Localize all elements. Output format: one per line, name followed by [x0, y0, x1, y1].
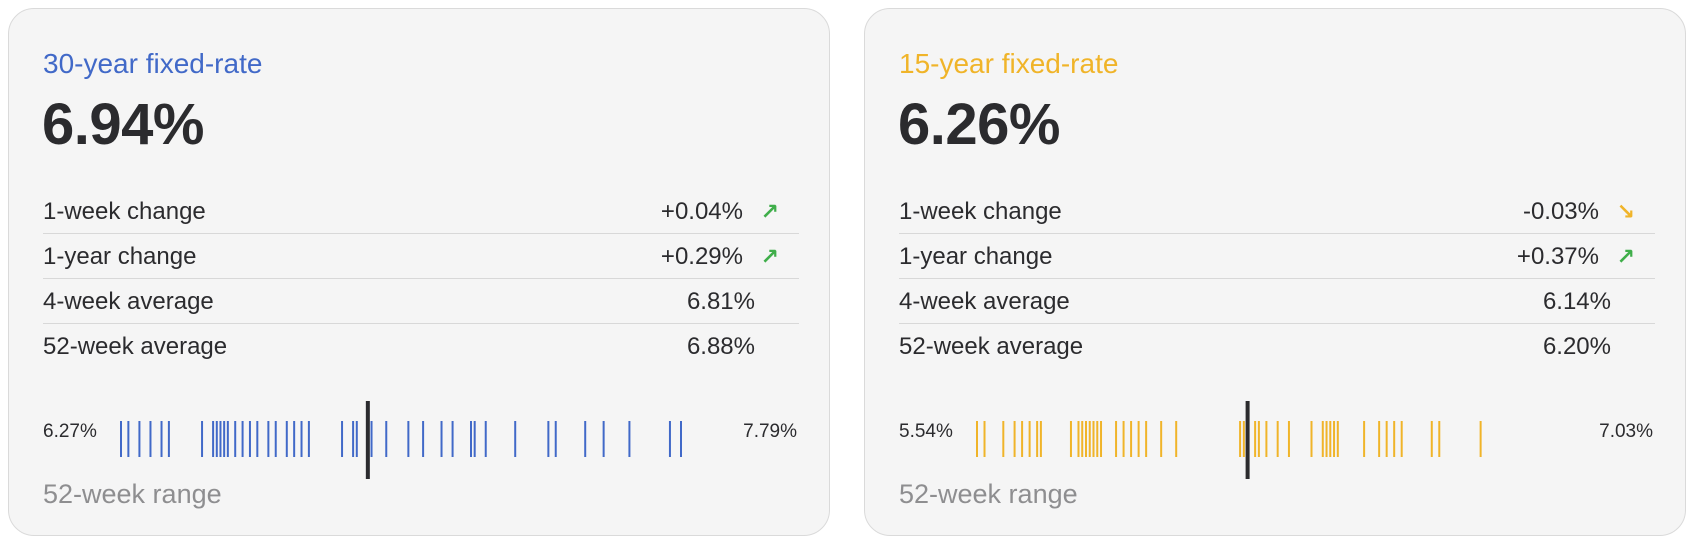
rate-card-15-year: 15-year fixed-rate 6.26% 1-week change -…	[864, 8, 1686, 536]
range-max-label: 7.03%	[1599, 421, 1653, 442]
arrow-down-right-icon: ↘	[1616, 199, 1635, 224]
stat-value: 6.88%	[686, 333, 755, 360]
arrow-up-right-icon: ↗	[1616, 244, 1635, 269]
range-strip	[120, 401, 682, 479]
stat-value: 6.20%	[1542, 333, 1611, 360]
stat-row-4-week-average: 4-week average 6.14%	[899, 279, 1655, 324]
stats-table: 1-week change +0.04% ↗ 1-year change +0.…	[43, 189, 799, 369]
stat-label: 1-week change	[43, 198, 206, 225]
stats-table: 1-week change -0.03% ↘ 1-year change +0.…	[899, 189, 1655, 369]
range-caption: 52-week range	[899, 479, 1078, 509]
stat-value: 6.81%	[686, 288, 755, 315]
stat-label: 52-week average	[899, 333, 1084, 360]
stat-label: 52-week average	[43, 333, 228, 360]
range-strip	[976, 401, 1482, 479]
stat-value: +0.29%	[660, 243, 743, 270]
stat-value: -0.03%	[1522, 198, 1599, 225]
stat-value: +0.37%	[1516, 243, 1599, 270]
current-rate: 6.26%	[898, 92, 1060, 157]
stat-row-4-week-average: 4-week average 6.81%	[43, 279, 799, 324]
stat-label: 4-week average	[43, 288, 214, 315]
range-min-label: 5.54%	[899, 421, 953, 442]
range-min-label: 6.27%	[43, 421, 97, 442]
range-caption: 52-week range	[43, 479, 222, 509]
stat-label: 1-year change	[899, 243, 1053, 270]
stat-label: 1-year change	[43, 243, 197, 270]
arrow-up-right-icon: ↗	[760, 244, 779, 269]
stat-row-1-year-change: 1-year change +0.37% ↗	[899, 234, 1655, 279]
stat-row-1-year-change: 1-year change +0.29% ↗	[43, 234, 799, 279]
stat-value: +0.04%	[660, 198, 743, 225]
stat-label: 4-week average	[899, 288, 1070, 315]
arrow-up-right-icon: ↗	[760, 199, 779, 224]
card-title: 30-year fixed-rate	[43, 48, 263, 79]
stat-row-1-week-change: 1-week change -0.03% ↘	[899, 189, 1655, 234]
stat-row-1-week-change: 1-week change +0.04% ↗	[43, 189, 799, 234]
card-title: 15-year fixed-rate	[899, 48, 1119, 79]
stat-row-52-week-average: 52-week average 6.20%	[899, 324, 1655, 369]
stat-label: 1-week change	[899, 198, 1062, 225]
rate-card-30-year: 30-year fixed-rate 6.94% 1-week change +…	[8, 8, 830, 536]
range-max-label: 7.79%	[743, 421, 797, 442]
current-rate: 6.94%	[42, 92, 204, 157]
stat-row-52-week-average: 52-week average 6.88%	[43, 324, 799, 369]
stat-value: 6.14%	[1542, 288, 1611, 315]
